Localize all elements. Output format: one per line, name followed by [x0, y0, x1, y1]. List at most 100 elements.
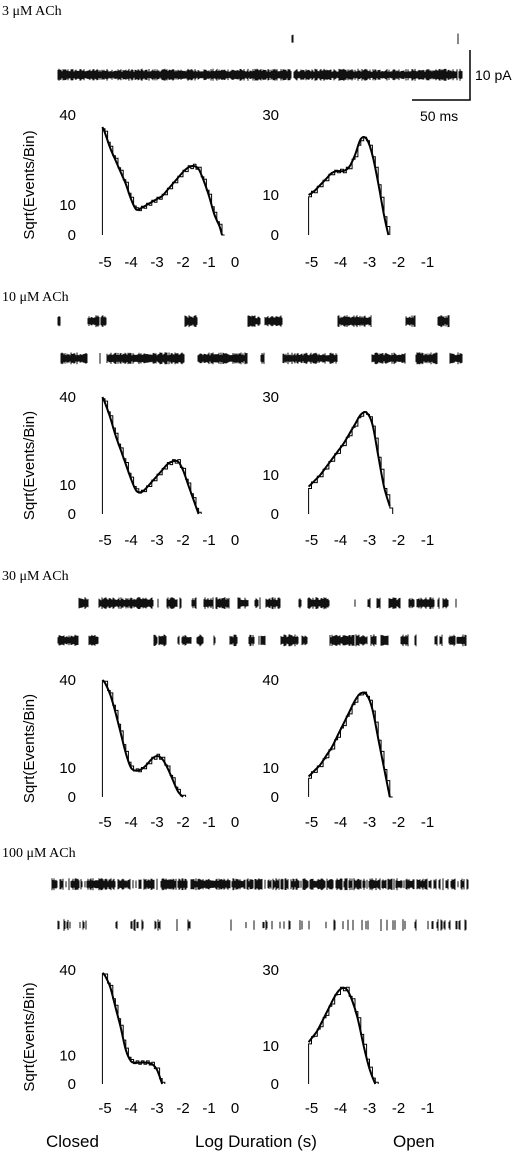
x-tick-label: -4 [334, 254, 347, 271]
single-channel-trace-100uM [51, 878, 469, 931]
x-tick-label: -1 [202, 532, 215, 549]
x-tick-label: -1 [202, 254, 215, 271]
scale-bar-current-label: 10 pA [475, 67, 512, 83]
y-tick-label: 40 [262, 672, 279, 689]
y-tick-label: 40 [59, 672, 76, 689]
open-histogram-30uM: 0 10 40 -5 -4 -3 -2 -1 [262, 672, 434, 831]
x-tick-label: -5 [305, 814, 318, 831]
x-tick-label: -4 [124, 532, 137, 549]
closed-histogram-30uM: 0 10 40 -5 -4 -3 -2 -1 0 Sqrt(Events/Bin) [21, 672, 239, 831]
y-tick-label: 30 [262, 962, 279, 979]
condition-label-30uM: 30 μM ACh [2, 569, 69, 584]
fit-curve [308, 135, 390, 236]
x-tick-label: -4 [334, 1100, 347, 1117]
x-tick-label: -3 [363, 814, 376, 831]
closed-label: Closed [46, 1132, 99, 1151]
open-histogram-100uM: 0 10 30 -5 -4 -3 -2 -1 [262, 962, 434, 1117]
fit-curve [307, 410, 391, 507]
single-channel-trace-3uM [57, 33, 463, 81]
fit-curve [307, 986, 377, 1085]
closed-histogram-10uM: 0 10 40 -5 -4 -3 -2 -1 0 Sqrt(Events/Bin) [21, 389, 239, 549]
fit-curve [307, 691, 391, 798]
closed-histogram-100uM: 0 10 40 -5 -4 -3 -2 -1 0 Sqrt(Events/Bin) [21, 962, 239, 1117]
x-tick-label: -5 [305, 254, 318, 271]
x-tick-label: 0 [231, 1100, 239, 1117]
open-histogram-3uM: 0 10 30 -5 -4 -3 -2 -1 [262, 107, 434, 271]
x-tick-label: -2 [176, 1100, 189, 1117]
x-tick-label: -1 [202, 1100, 215, 1117]
y-tick-label: 10 [59, 477, 76, 494]
y-tick-label: 10 [262, 187, 279, 204]
x-tick-label: -5 [305, 532, 318, 549]
fit-curve [101, 396, 200, 515]
x-tick-label: -4 [124, 814, 137, 831]
condition-label-10uM: 10 μM ACh [2, 290, 69, 305]
y-axis-label: Sqrt(Events/Bin) [21, 411, 38, 520]
y-tick-label: 0 [271, 227, 279, 244]
y-tick-label: 0 [68, 506, 76, 523]
trace-signal [51, 878, 469, 931]
x-tick-label: -1 [421, 532, 434, 549]
x-tick-label: -3 [363, 1100, 376, 1117]
scale-bar-lines [412, 50, 471, 101]
y-axis-label: Sqrt(Events/Bin) [21, 694, 38, 803]
x-tick-label: -2 [392, 1100, 405, 1117]
closed-histogram-3uM: 0 10 40 -5 -4 -3 -2 -1 0 Sqrt(Events/Bin) [21, 107, 239, 271]
x-tick-label: -5 [305, 1100, 318, 1117]
x-tick-label: 0 [231, 254, 239, 271]
x-axis-title: Log Duration (s) [195, 1132, 317, 1151]
fit-curve [101, 972, 164, 1085]
x-tick-label: -5 [98, 814, 111, 831]
x-tick-label: -3 [150, 254, 163, 271]
y-tick-label: 40 [59, 962, 76, 979]
trace-signal [57, 33, 463, 81]
y-tick-label: 10 [262, 760, 279, 777]
x-tick-label: -4 [334, 814, 347, 831]
y-tick-label: 10 [59, 760, 76, 777]
x-tick-label: -4 [124, 1100, 137, 1117]
x-tick-label: -3 [150, 1100, 163, 1117]
x-tick-label: -5 [98, 532, 111, 549]
single-channel-trace-10uM [57, 315, 463, 365]
x-tick-label: -2 [392, 254, 405, 271]
fit-curve [101, 126, 223, 236]
y-tick-label: 30 [262, 107, 279, 124]
fit-curve [101, 679, 184, 798]
y-tick-label: 40 [59, 107, 76, 124]
x-tick-label: -5 [98, 1100, 111, 1117]
y-tick-label: 40 [59, 389, 76, 406]
y-tick-label: 0 [271, 1076, 279, 1093]
x-tick-label: -3 [363, 532, 376, 549]
x-tick-label: -4 [124, 254, 137, 271]
y-tick-label: 0 [68, 1076, 76, 1093]
x-tick-label: -2 [176, 532, 189, 549]
x-tick-label: -2 [176, 254, 189, 271]
x-tick-label: -3 [150, 814, 163, 831]
x-tick-label: -2 [392, 532, 405, 549]
histogram-bins [101, 128, 225, 236]
x-tick-label: -1 [421, 814, 434, 831]
histogram-bins [308, 986, 379, 1084]
y-axis-label: Sqrt(Events/Bin) [21, 982, 38, 1091]
scale-bar: 10 pA 50 ms [412, 50, 512, 124]
x-tick-label: -1 [421, 1100, 434, 1117]
y-tick-label: 0 [68, 227, 76, 244]
open-label: Open [393, 1132, 435, 1151]
x-tick-label: -1 [421, 254, 434, 271]
y-tick-label: 10 [59, 197, 76, 214]
condition-label-100uM: 100 μM ACh [2, 846, 76, 861]
y-tick-label: 0 [271, 789, 279, 806]
single-channel-trace-30uM [57, 597, 467, 647]
condition-label-3uM: 3 μM ACh [2, 4, 62, 19]
trace-signal [57, 597, 467, 647]
x-tick-label: -2 [176, 814, 189, 831]
x-tick-label: -1 [202, 814, 215, 831]
x-tick-label: -4 [334, 532, 347, 549]
y-tick-label: 0 [271, 506, 279, 523]
y-axis-label: Sqrt(Events/Bin) [21, 130, 38, 239]
histogram-bins [101, 398, 202, 514]
y-tick-label: 30 [262, 389, 279, 406]
y-tick-label: 10 [59, 1048, 76, 1065]
open-histogram-10uM: 0 10 30 -5 -4 -3 -2 -1 [262, 389, 434, 549]
